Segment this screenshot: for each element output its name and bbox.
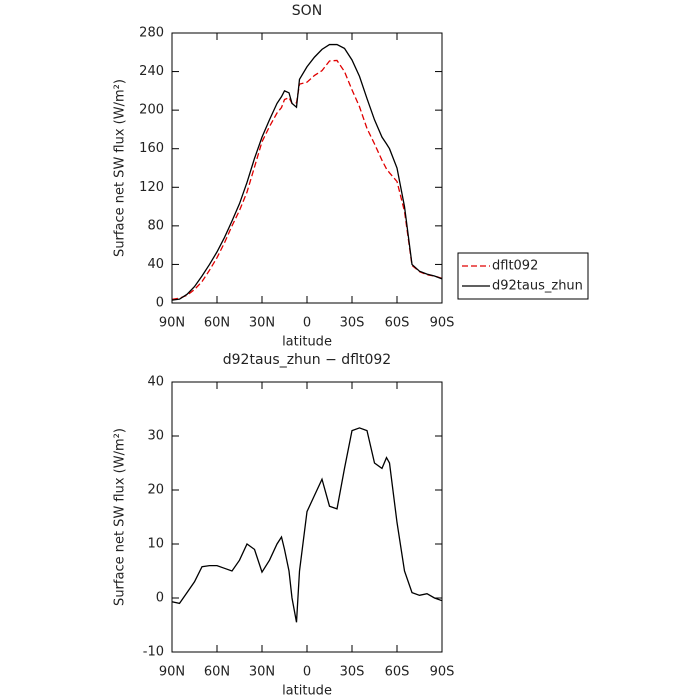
y-tick-label: 30: [147, 429, 164, 444]
x-tick-label: 30S: [340, 316, 365, 331]
y-tick-label: 0: [156, 591, 164, 606]
y-tick-label: -10: [143, 645, 164, 660]
y-axis-label: Surface net SW flux (W/m²): [113, 79, 128, 257]
plot-frame: [171, 32, 443, 304]
x-tick-label: 0: [303, 316, 311, 331]
y-tick-label: 120: [139, 180, 164, 195]
x-tick-label: 90N: [159, 316, 185, 331]
y-tick-label: 0: [156, 296, 164, 311]
x-axis-label: latitude: [282, 335, 332, 350]
x-tick-label: 90S: [430, 665, 455, 680]
y-tick-label: 40: [147, 257, 164, 272]
x-tick-label: 90N: [159, 665, 185, 680]
y-tick-label: 20: [147, 483, 164, 498]
x-tick-label: 60S: [385, 665, 410, 680]
y-tick-label: 200: [139, 103, 164, 118]
plot-frame: [171, 381, 443, 653]
x-tick-label: 60N: [204, 665, 230, 680]
y-axis-label: Surface net SW flux (W/m²): [113, 428, 128, 606]
y-tick-label: 10: [147, 537, 164, 552]
x-tick-label: 60N: [204, 316, 230, 331]
y-tick-label: 280: [139, 26, 164, 41]
x-axis-label: latitude: [282, 684, 332, 699]
x-tick-label: 60S: [385, 316, 410, 331]
x-tick-label: 30S: [340, 665, 365, 680]
data-line: [171, 59, 443, 301]
y-tick-label: 40: [147, 375, 164, 390]
x-tick-label: 30N: [249, 665, 275, 680]
y-tick-label: 240: [139, 64, 164, 79]
chart-title: SON: [292, 3, 322, 19]
data-line: [171, 427, 443, 623]
data-line: [171, 43, 443, 301]
y-tick-label: 80: [147, 218, 164, 233]
chart-title: d92taus_zhun − dflt092: [223, 352, 391, 368]
y-tick-label: 160: [139, 141, 164, 156]
x-tick-label: 30N: [249, 316, 275, 331]
x-tick-label: 0: [303, 665, 311, 680]
x-tick-label: 90S: [430, 316, 455, 331]
legend-label: dflt092: [492, 259, 538, 274]
legend-label: d92taus_zhun: [492, 279, 583, 294]
legend-box: [457, 252, 589, 300]
